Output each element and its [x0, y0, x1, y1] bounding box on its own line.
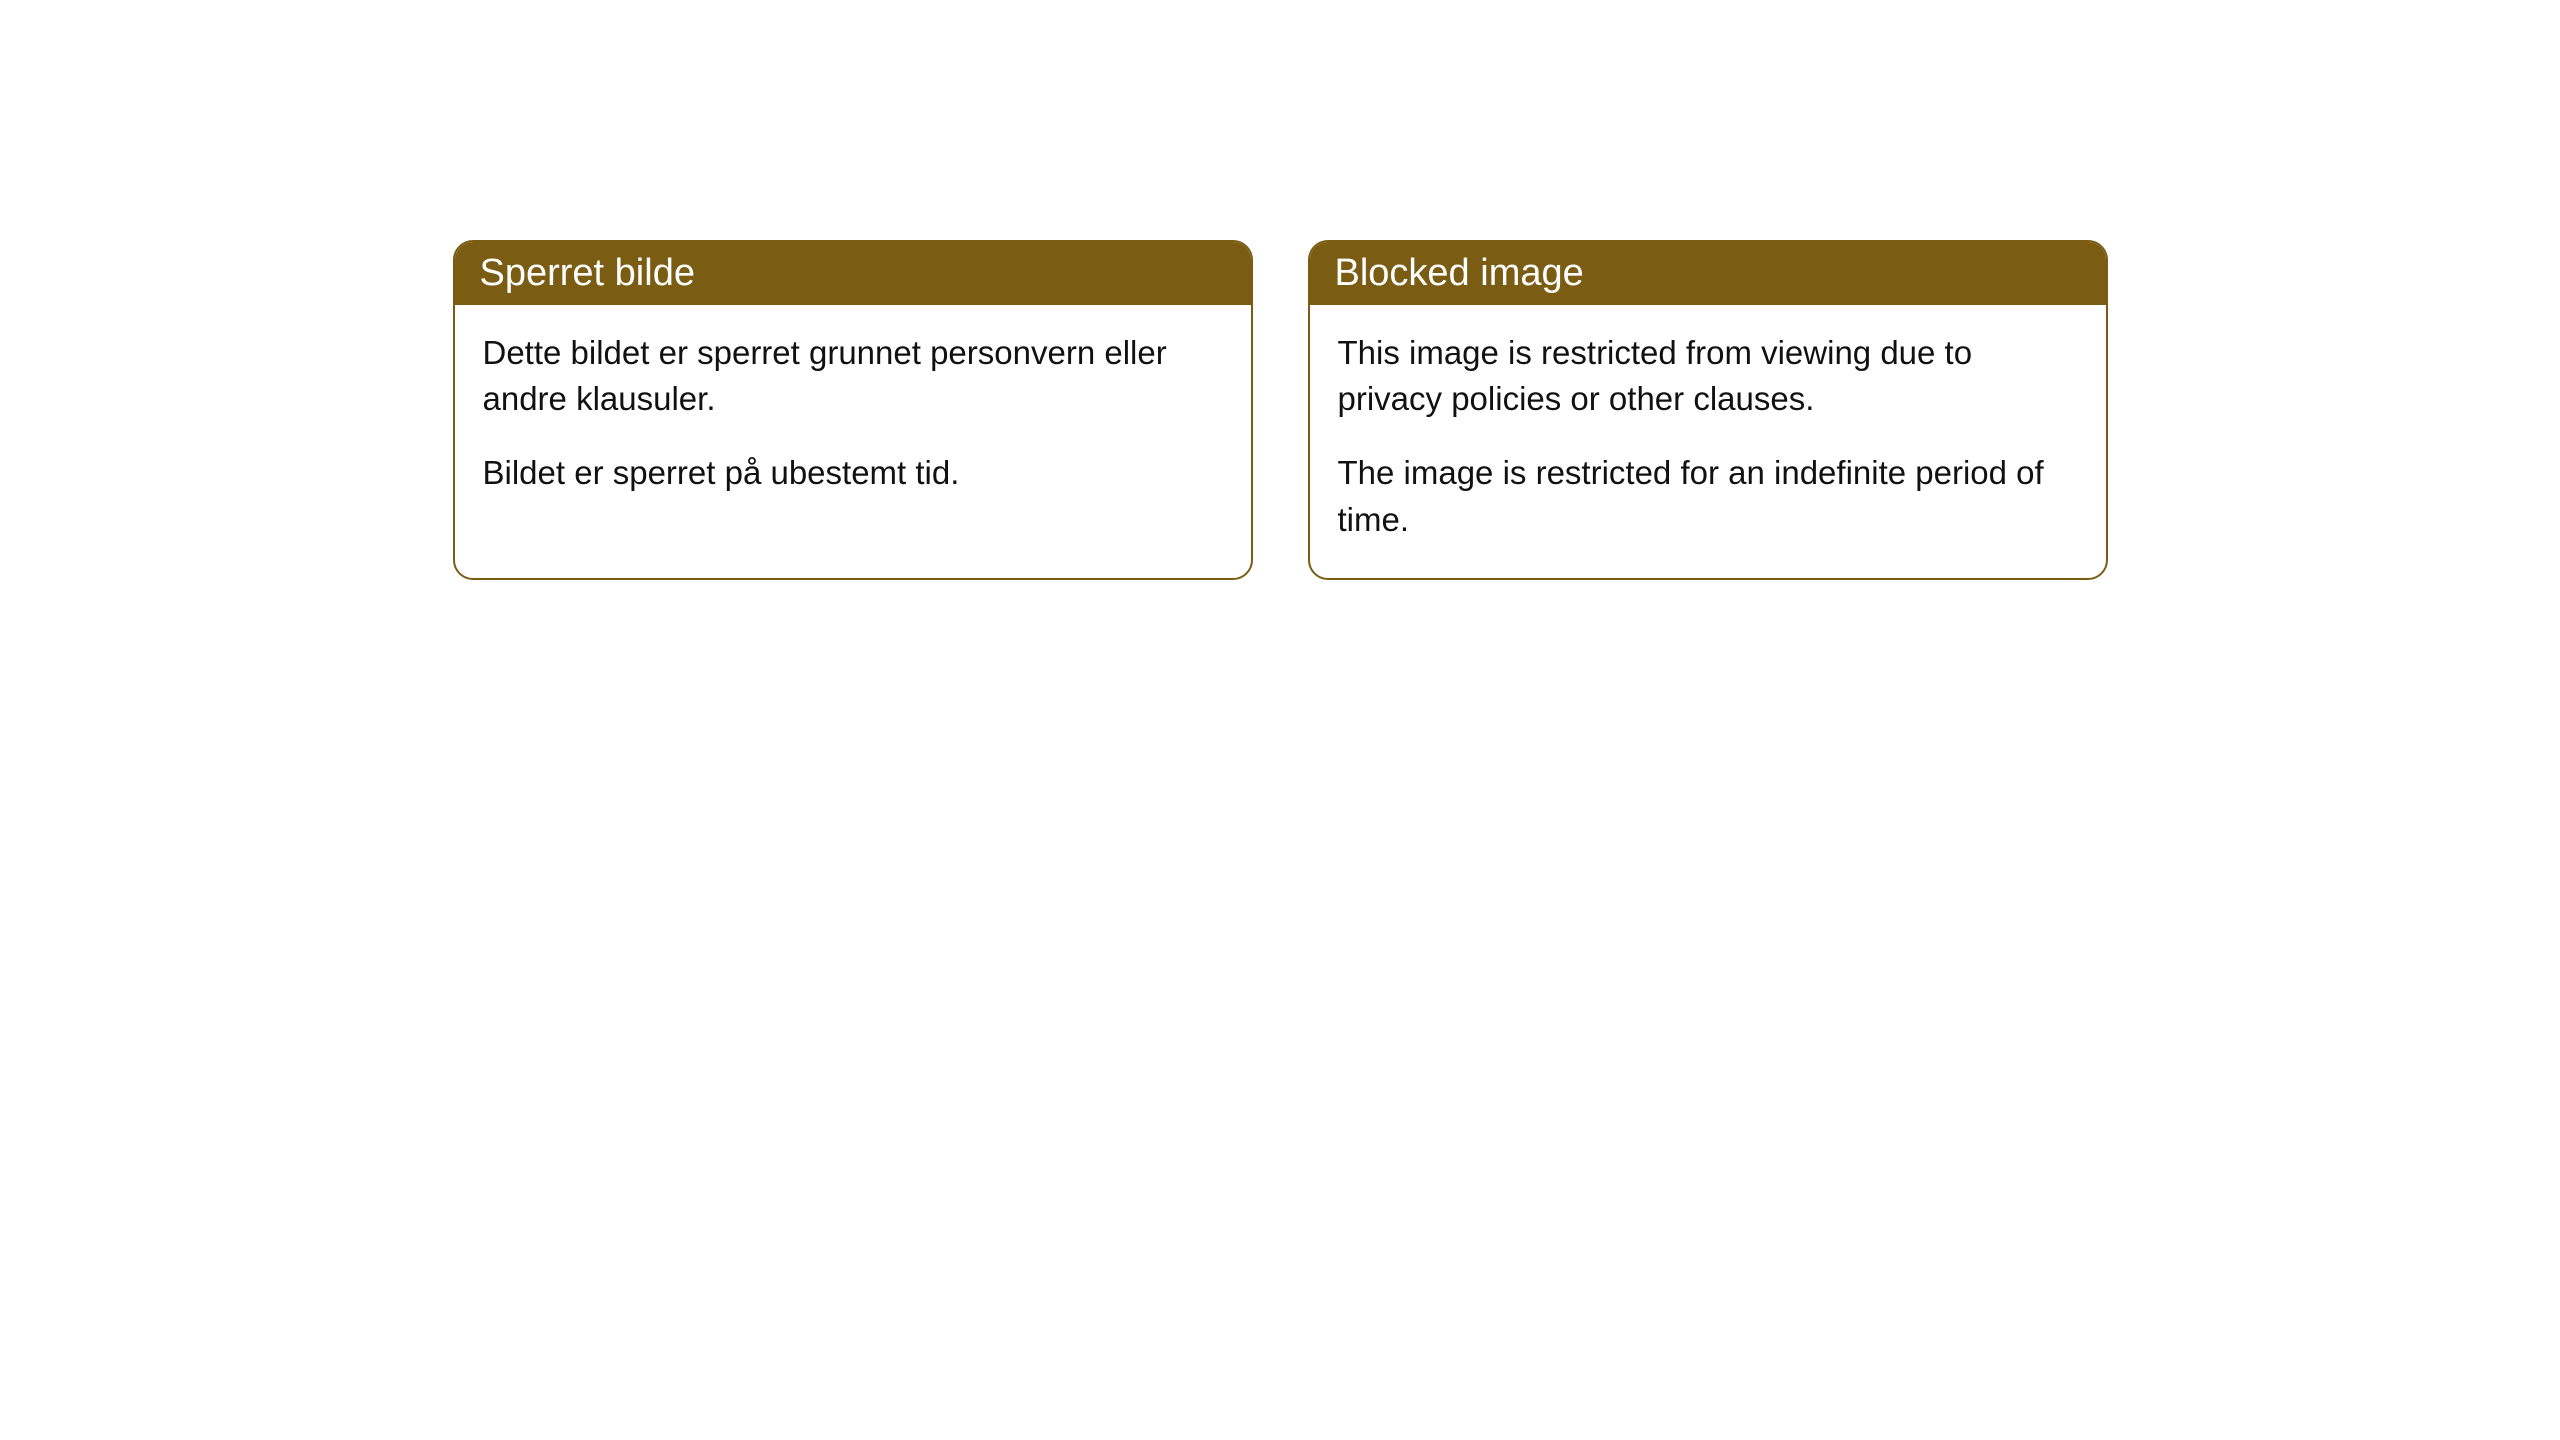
card-paragraph-2-english: The image is restricted for an indefinit…	[1338, 450, 2078, 542]
card-paragraph-1-norwegian: Dette bildet er sperret grunnet personve…	[483, 330, 1223, 422]
cards-container: Sperret bilde Dette bildet er sperret gr…	[0, 240, 2560, 580]
card-body-norwegian: Dette bildet er sperret grunnet personve…	[455, 305, 1251, 532]
card-paragraph-1-english: This image is restricted from viewing du…	[1338, 330, 2078, 422]
card-body-english: This image is restricted from viewing du…	[1310, 305, 2106, 578]
card-header-english: Blocked image	[1310, 242, 2106, 305]
card-header-norwegian: Sperret bilde	[455, 242, 1251, 305]
blocked-image-card-english: Blocked image This image is restricted f…	[1308, 240, 2108, 580]
card-paragraph-2-norwegian: Bildet er sperret på ubestemt tid.	[483, 450, 1223, 496]
blocked-image-card-norwegian: Sperret bilde Dette bildet er sperret gr…	[453, 240, 1253, 580]
